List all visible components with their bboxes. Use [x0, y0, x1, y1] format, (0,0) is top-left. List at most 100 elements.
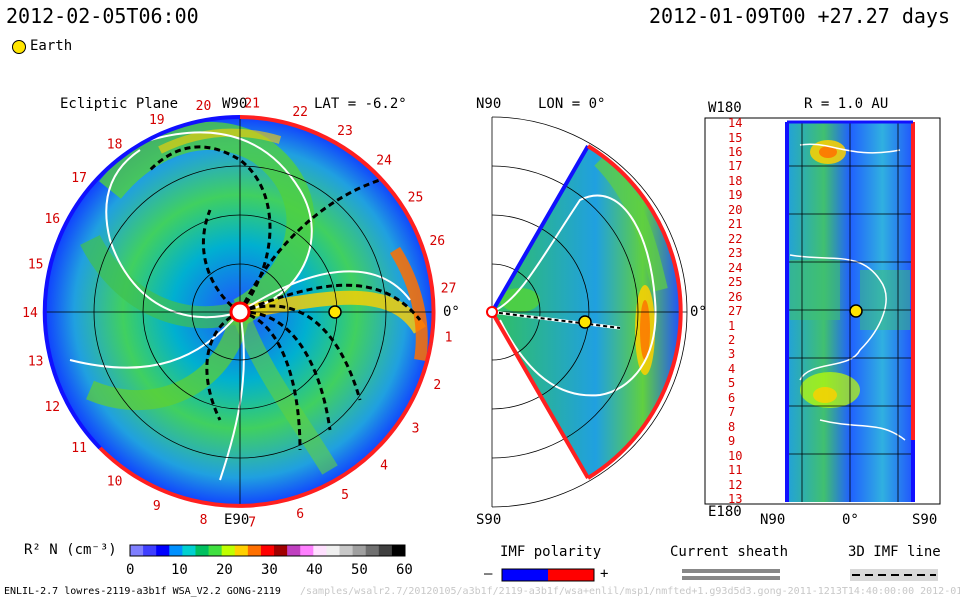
carrington-sector-10: 10	[107, 474, 123, 489]
colorbar-tick-10: 10	[171, 562, 188, 578]
earth-marker-map	[849, 304, 863, 318]
map-ytick-5: 5	[728, 376, 736, 391]
colorbar-tick-40: 40	[306, 562, 323, 578]
colorbar	[130, 545, 406, 556]
map-bottom-label: E180	[708, 504, 742, 520]
colorbar-tick-20: 20	[216, 562, 233, 578]
carrington-sector-4: 4	[380, 459, 388, 474]
map-xtick-zero: 0°	[842, 512, 859, 528]
colorbar-tick-60: 60	[396, 562, 413, 578]
meridional-current-sheath	[492, 194, 657, 397]
colorbar-frame	[129, 544, 406, 557]
carrington-sector-5: 5	[341, 488, 349, 503]
colorbar-cell	[234, 545, 249, 556]
carrington-sector-6: 6	[296, 507, 304, 522]
carrington-sector-20: 20	[196, 99, 212, 114]
current-sheath-title: Current sheath	[670, 544, 789, 560]
imf-polarity-title: IMF polarity	[500, 544, 602, 560]
carrington-sector-23: 23	[337, 124, 353, 139]
ecliptic-polarity-rim-positive-2	[98, 342, 433, 508]
map-ytick-14: 14	[728, 116, 743, 130]
map-ytick-24: 24	[728, 260, 743, 275]
carrington-sector-24: 24	[376, 153, 392, 168]
map-ytick-6: 6	[728, 390, 736, 405]
meridional-imf-line	[491, 311, 621, 329]
carrington-sector-18: 18	[107, 138, 123, 153]
map-ytick-16: 16	[728, 144, 743, 159]
colorbar-cell	[156, 545, 170, 556]
carrington-sector-12: 12	[44, 400, 60, 415]
colorbar-cell	[313, 545, 327, 556]
carrington-sector-25: 25	[408, 191, 424, 206]
colorbar-cell	[143, 545, 157, 556]
carrington-sector-21: 21	[244, 96, 260, 111]
map-ytick-3: 3	[728, 347, 736, 362]
map-ytick-18: 18	[728, 173, 743, 188]
map-ytick-8: 8	[728, 419, 736, 434]
map-ytick-13: 13	[728, 492, 743, 506]
imf-polarity-frame	[501, 568, 595, 582]
meridional-bottom-label: S90	[476, 512, 502, 528]
map-ytick-17: 17	[728, 159, 743, 174]
carrington-sector-7: 7	[248, 516, 256, 531]
map-ytick-15: 15	[728, 130, 743, 145]
earth-legend-label: Earth	[30, 38, 73, 54]
earth-marker-meridional	[578, 315, 592, 329]
carrington-sector-9: 9	[153, 499, 161, 514]
map-xtick-south: S90	[912, 512, 938, 528]
carrington-sector-3: 3	[412, 421, 420, 436]
map-ytick-19: 19	[728, 188, 743, 203]
carrington-sector-15: 15	[28, 258, 44, 273]
ecliptic-lat-label: LAT = -6.2°	[314, 96, 407, 112]
map-xtick-north: N90	[760, 512, 786, 528]
ecliptic-title: Ecliptic Plane	[60, 96, 179, 112]
map-ytick-4: 4	[728, 361, 736, 376]
meridional-sun	[486, 306, 498, 318]
radius-map-plot	[704, 117, 941, 505]
colorbar-cell	[195, 545, 210, 556]
ecliptic-current-sheath	[69, 131, 411, 481]
meridional-zero-label: 0°	[690, 304, 707, 320]
map-ytick-10: 10	[728, 448, 743, 463]
colorbar-cell	[260, 545, 275, 556]
map-ytick-21: 21	[728, 217, 743, 232]
colorbar-cell	[182, 545, 196, 556]
meridional-lon-label: LON = 0°	[538, 96, 606, 112]
ecliptic-polarity-rim-negative	[42, 114, 241, 450]
ecliptic-polarity-rim-positive	[239, 115, 436, 344]
ecliptic-top-label: W90	[222, 96, 248, 112]
colorbar-cell	[274, 545, 288, 556]
carrington-sector-26: 26	[429, 234, 445, 249]
carrington-sector-1: 1	[445, 330, 453, 345]
colorbar-cell	[287, 545, 301, 556]
carrington-sector-27: 27	[441, 282, 457, 297]
start-datetime: 2012-02-05T06:00	[6, 4, 199, 28]
map-ytick-9: 9	[728, 434, 736, 449]
map-ytick-7: 7	[728, 405, 736, 420]
colorbar-cell	[378, 545, 393, 556]
colorbar-tick-0: 0	[126, 562, 135, 578]
meridional-rim-north	[490, 144, 590, 314]
footer-path: /samples/wsalr2.7/20120105/a3b1f/2119-a3…	[300, 586, 960, 597]
ecliptic-bottom-label: E90	[224, 512, 250, 528]
carrington-sector-2: 2	[433, 378, 441, 393]
meridional-rim-south	[490, 310, 590, 480]
meridional-plane-plot	[486, 116, 688, 508]
footer-run-info: ENLIL-2.7 lowres-2119-a3b1f WSA_V2.2 GON…	[4, 586, 281, 597]
ecliptic-zero-label: 0°	[443, 304, 460, 320]
sun-inner-boundary	[229, 301, 251, 323]
earth-legend-icon	[12, 40, 26, 54]
carrington-sector-14: 14	[22, 306, 38, 321]
map-ytick-20: 20	[728, 202, 743, 217]
map-frame	[704, 117, 941, 505]
colorbar-tick-50: 50	[351, 562, 368, 578]
imf-polarity-minus-label: –	[484, 566, 493, 582]
carrington-sector-16: 16	[44, 212, 60, 227]
map-radius-label: R = 1.0 AU	[804, 96, 889, 112]
carrington-sector-17: 17	[71, 171, 87, 186]
current-datetime: 2012-01-09T00 +27.27 days	[648, 4, 950, 28]
colorbar-cell	[352, 545, 367, 556]
earth-marker-ecliptic	[328, 305, 342, 319]
